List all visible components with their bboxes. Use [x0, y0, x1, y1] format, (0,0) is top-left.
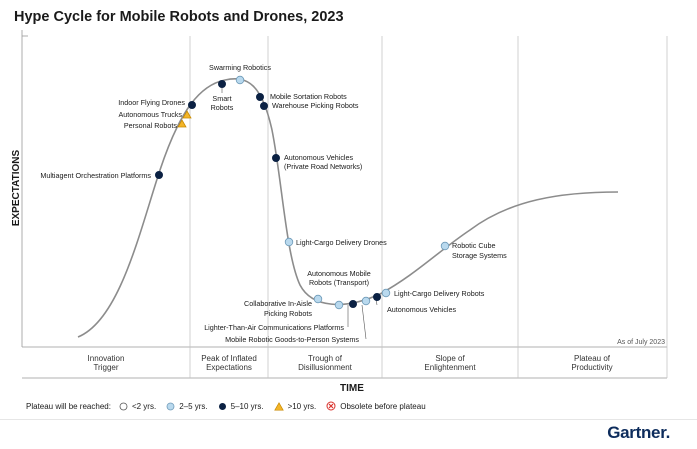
legend-item: <2 yrs.	[119, 402, 156, 411]
technology-label: Autonomous Trucks	[118, 110, 182, 119]
technology-markers	[154, 75, 450, 310]
technology-label: Multiagent Orchestration Platforms	[40, 171, 151, 180]
legend-item: Obsolete before plateau	[326, 401, 426, 411]
technology-label: Mobile Sortation Robots	[270, 92, 347, 101]
legend-item: 2–5 yrs.	[166, 401, 208, 411]
technology-label: Lighter-Than-Air Communications Platform…	[204, 323, 344, 332]
page-title: Hype Cycle for Mobile Robots and Drones,…	[14, 9, 344, 25]
marker-light-cargo-drones	[284, 237, 294, 247]
phase-label: Expectations	[206, 363, 252, 372]
marker-collaborative-in-aisle	[313, 294, 323, 304]
technology-label: Mobile Robotic Goods-to-Person Systems	[225, 335, 359, 344]
marker-personal-robots	[177, 119, 187, 128]
marker-multiagent-orchestration	[154, 170, 163, 179]
hype-curve	[77, 78, 619, 338]
x-circle-red-icon	[326, 401, 336, 411]
technology-label: Swarming Robotics	[209, 63, 271, 72]
marker-smart-robots	[217, 80, 226, 89]
marker-autonomous-vehicles-private	[271, 153, 280, 162]
marker-swarming-robotics	[235, 75, 245, 85]
legend-label: >10 yrs.	[287, 401, 317, 411]
circle-dark-navy-icon	[218, 402, 226, 410]
legend-label: 5–10 yrs.	[230, 401, 264, 411]
triangle-yellow-icon	[273, 401, 284, 411]
technology-label: Robots (Transport)	[309, 278, 369, 287]
legend-label: 2–5 yrs.	[179, 401, 208, 411]
legend-title: Plateau will be reached:	[26, 401, 111, 411]
phase-label: Plateau of	[574, 354, 611, 363]
phase-label: Disillusionment	[298, 363, 353, 372]
phase-label: Innovation	[88, 354, 125, 363]
marker-autonomous-vehicles	[372, 292, 381, 301]
technology-label: Collaborative In-Aisle	[244, 299, 312, 308]
marker-indoor-flying-drones	[187, 101, 196, 110]
technology-labels: Multiagent Orchestration Platforms Perso…	[40, 63, 507, 344]
marker-mobile-sortation-robots	[255, 93, 264, 102]
marker-robotic-cube-storage	[440, 241, 450, 251]
phase-label: Trough of	[308, 354, 343, 363]
marker-light-cargo-robots	[381, 288, 391, 298]
marker-warehouse-picking-robots	[259, 102, 268, 111]
technology-label: Autonomous Vehicles	[284, 153, 354, 162]
legend-label: Obsolete before plateau	[340, 401, 426, 411]
technology-label: Personal Robots	[124, 121, 178, 130]
legend-item: 5–10 yrs.	[218, 402, 264, 411]
legend-label: <2 yrs.	[131, 401, 157, 411]
as-of-note: As of July 2023	[617, 339, 665, 346]
technology-label: Storage Systems	[452, 251, 507, 260]
gartner-logo: Gartner.	[607, 423, 670, 442]
phase-label: Slope of	[435, 354, 465, 363]
technology-label: Autonomous Vehicles	[387, 305, 457, 314]
technology-label: Light-Cargo Delivery Robots	[394, 289, 485, 298]
circle-white-icon	[119, 402, 128, 410]
technology-label: (Private Road Networks)	[284, 162, 362, 171]
phase-labels: Innovation Trigger Peak of Inflated Expe…	[88, 354, 613, 372]
footer-divider	[0, 419, 697, 420]
legend-item: >10 yrs.	[273, 401, 317, 411]
phase-label: Enlightenment	[424, 363, 476, 372]
phase-label: Peak of Inflated	[201, 354, 257, 363]
y-axis-label: EXPECTATIONS	[11, 150, 22, 227]
marker-autonomous-trucks	[182, 110, 192, 119]
phase-label: Productivity	[571, 363, 612, 372]
technology-label: Indoor Flying Drones	[118, 98, 185, 107]
marker-goods-to-person	[361, 296, 371, 306]
phase-dividers	[189, 36, 668, 378]
marker-lighter-than-air	[334, 300, 344, 310]
technology-label: Robotic Cube	[452, 241, 496, 250]
leader-line	[361, 304, 367, 340]
x-axis-label: TIME	[340, 383, 364, 394]
technology-label: Picking Robots	[264, 309, 312, 318]
circle-light-blue-icon	[166, 402, 175, 410]
legend: Plateau will be reached: <2 yrs. 2–5 yrs…	[26, 401, 436, 411]
marker-autonomous-mobile-robots	[348, 299, 357, 308]
phase-label: Trigger	[93, 363, 118, 372]
technology-label: Light-Cargo Delivery Drones	[296, 238, 387, 247]
technology-label: Warehouse Picking Robots	[272, 101, 359, 110]
technology-label: Autonomous Mobile	[307, 269, 371, 278]
technology-label: Smart	[212, 94, 231, 103]
technology-label: Robots	[211, 103, 234, 112]
